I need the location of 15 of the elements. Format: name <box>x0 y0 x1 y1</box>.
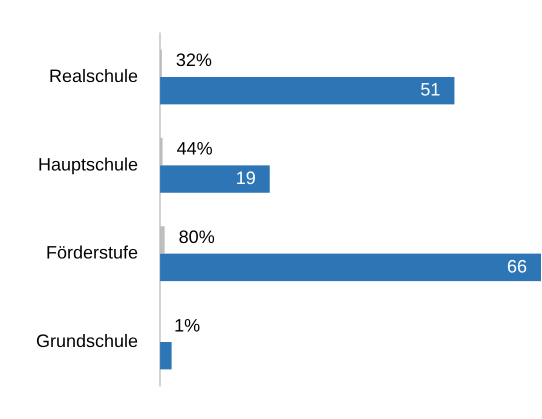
data-label: 66 <box>506 256 527 276</box>
data-label: 32% <box>176 50 212 70</box>
bar <box>160 76 454 104</box>
y-tick-label: Förderstufe <box>46 242 138 263</box>
y-tick-label: Hauptschule <box>38 154 138 174</box>
bar <box>160 342 172 370</box>
y-tick-label: Grundschule <box>36 330 138 351</box>
data-label: 44% <box>176 138 213 159</box>
bar <box>160 254 541 282</box>
bar <box>160 165 270 193</box>
y-tick-label: Realschule <box>48 66 138 86</box>
data-label: 80% <box>178 226 215 247</box>
data-label: 51 <box>420 80 440 100</box>
data-label: 19 <box>236 168 256 188</box>
data-label: 1% <box>174 315 200 336</box>
